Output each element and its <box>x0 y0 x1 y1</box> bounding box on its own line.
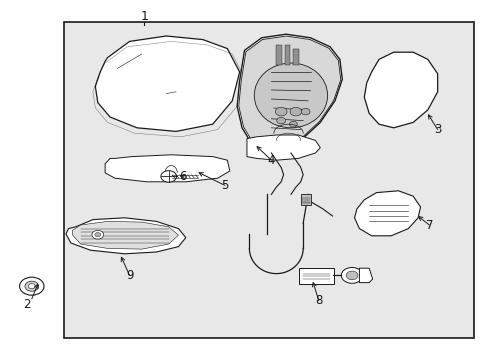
Polygon shape <box>359 268 372 283</box>
Text: 7: 7 <box>425 219 432 231</box>
FancyBboxPatch shape <box>299 268 333 284</box>
Circle shape <box>276 117 285 124</box>
Circle shape <box>92 230 103 239</box>
Text: 6: 6 <box>179 170 187 183</box>
Circle shape <box>28 284 35 289</box>
Circle shape <box>25 281 39 291</box>
Polygon shape <box>237 34 342 153</box>
Text: 8: 8 <box>314 294 322 307</box>
Polygon shape <box>105 155 229 182</box>
Circle shape <box>289 107 301 116</box>
Circle shape <box>289 121 297 127</box>
Circle shape <box>95 233 101 237</box>
Circle shape <box>20 277 44 295</box>
Text: 9: 9 <box>125 269 133 282</box>
Text: 3: 3 <box>433 123 441 136</box>
Bar <box>293 49 299 65</box>
Text: 1: 1 <box>140 10 148 23</box>
Bar <box>284 45 290 65</box>
Polygon shape <box>354 191 420 236</box>
Polygon shape <box>66 218 185 254</box>
Polygon shape <box>95 36 239 131</box>
Text: 5: 5 <box>221 179 228 192</box>
Polygon shape <box>246 135 320 160</box>
Text: 2: 2 <box>23 298 31 311</box>
Circle shape <box>275 107 286 116</box>
Circle shape <box>301 108 309 115</box>
Bar <box>63 22 473 338</box>
Polygon shape <box>238 36 340 151</box>
Ellipse shape <box>254 63 327 128</box>
Circle shape <box>161 171 176 182</box>
Circle shape <box>341 267 362 283</box>
Polygon shape <box>300 194 310 205</box>
Bar <box>276 45 282 65</box>
Polygon shape <box>364 52 437 128</box>
Circle shape <box>346 271 357 280</box>
Polygon shape <box>72 221 178 249</box>
Text: 4: 4 <box>267 154 275 167</box>
